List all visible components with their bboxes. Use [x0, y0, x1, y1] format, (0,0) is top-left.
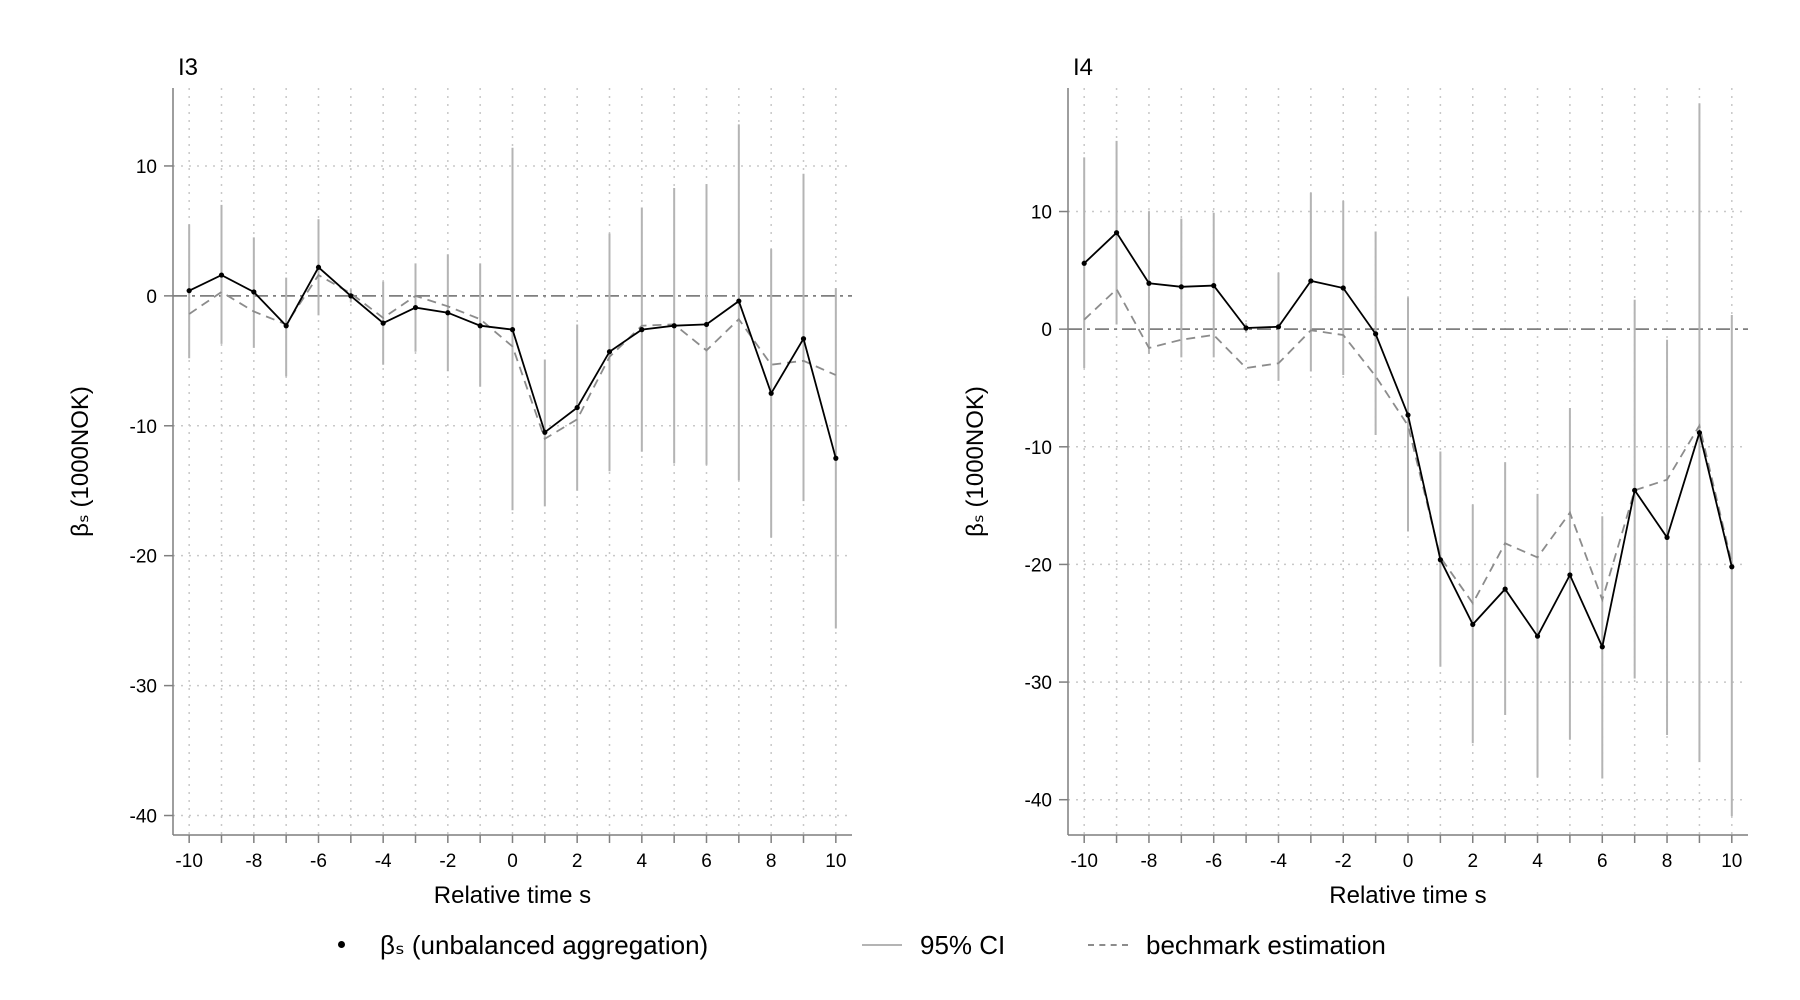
- estimate-point: [380, 320, 386, 326]
- x-tick-label: -10: [175, 851, 202, 872]
- x-tick-label: 2: [572, 851, 583, 872]
- estimate-point: [639, 327, 645, 333]
- x-tick-label: -2: [1335, 851, 1352, 872]
- legend-item-estimate: βₛ (unbalanced aggregation): [322, 920, 708, 970]
- estimate-point: [1567, 572, 1573, 578]
- estimate-point: [1308, 278, 1314, 284]
- x-tick-label: 6: [701, 851, 712, 872]
- panel-title: I4: [1073, 54, 1093, 81]
- estimate-point: [445, 310, 451, 316]
- estimate-point: [800, 336, 807, 342]
- x-tick-label: -8: [245, 851, 262, 872]
- panel-title: I3: [178, 54, 198, 81]
- estimate-point: [1405, 412, 1411, 418]
- estimate-point: [736, 298, 742, 304]
- estimate-point: [218, 272, 225, 278]
- legend-dot-icon: [322, 920, 362, 970]
- estimate-point: [348, 293, 354, 299]
- estimate-point: [1146, 280, 1152, 286]
- x-tick-label: 4: [637, 851, 648, 872]
- x-tick-label: -6: [310, 851, 327, 872]
- legend-label-ci: 95% CI: [920, 929, 1006, 960]
- x-tick-label: -4: [1270, 851, 1287, 872]
- estimate-point: [1729, 564, 1735, 570]
- y-axis-label: βₛ (1000NOK): [67, 386, 94, 537]
- x-tick-label: -10: [1070, 851, 1097, 872]
- benchmark-series-line: [1083, 287, 1733, 606]
- x-axis-label: Relative time s: [434, 882, 591, 909]
- estimate-point: [477, 323, 483, 329]
- estimate-point: [186, 288, 192, 294]
- x-tick-label: -4: [375, 851, 392, 872]
- estimate-point: [1470, 621, 1476, 628]
- x-tick-label: 4: [1532, 851, 1543, 872]
- estimate-point: [703, 321, 710, 328]
- estimate-point: [606, 349, 613, 355]
- legend-ci-line-icon: [862, 920, 902, 970]
- estimate-point: [1178, 284, 1184, 290]
- legend-label-benchmark: bechmark estimation: [1146, 929, 1386, 960]
- x-tick-label: 8: [1662, 851, 1673, 872]
- estimate-point: [1502, 586, 1508, 592]
- estimate-point: [1243, 325, 1249, 331]
- estimate-point: [1081, 260, 1087, 266]
- y-tick-label: -30: [130, 677, 157, 698]
- estimate-point: [1275, 324, 1282, 330]
- x-tick-label: 2: [1467, 851, 1478, 872]
- y-tick-label: -10: [130, 417, 157, 438]
- legend-item-ci: 95% CI: [862, 920, 1005, 970]
- estimate-point: [1664, 534, 1670, 540]
- x-tick-label: 0: [1403, 851, 1414, 872]
- estimate-point: [1632, 487, 1638, 493]
- x-tick-label: 0: [507, 851, 518, 872]
- estimate-point: [1599, 644, 1605, 650]
- estimate-point: [1534, 633, 1541, 639]
- legend-dashed-line-icon: [1088, 920, 1128, 970]
- estimate-point: [833, 455, 839, 461]
- x-tick-label: 10: [1721, 851, 1742, 872]
- estimate-point: [1113, 230, 1120, 236]
- y-axis-label: βₛ (1000NOK): [962, 386, 989, 537]
- estimate-point: [1373, 331, 1379, 337]
- legend-item-benchmark: bechmark estimation: [1088, 920, 1386, 970]
- estimate-point: [1696, 430, 1703, 436]
- legend: βₛ (unbalanced aggregation) 95% CI bechm…: [0, 920, 1800, 970]
- estimate-point: [574, 404, 580, 411]
- x-tick-label: -6: [1205, 851, 1222, 872]
- estimate-point: [671, 323, 677, 329]
- y-tick-label: 0: [1041, 320, 1052, 341]
- legend-label-estimate: βₛ (unbalanced aggregation): [380, 929, 709, 960]
- y-tick-label: 10: [136, 157, 157, 178]
- estimate-point: [251, 289, 257, 295]
- x-axis-label: Relative time s: [1329, 882, 1486, 909]
- x-tick-label: -2: [439, 851, 456, 872]
- y-tick-label: -20: [1025, 555, 1052, 576]
- y-tick-label: -20: [130, 547, 157, 568]
- x-tick-label: 8: [766, 851, 777, 872]
- estimate-point: [1437, 557, 1443, 563]
- x-tick-label: -8: [1140, 851, 1157, 872]
- x-tick-label: 6: [1597, 851, 1608, 872]
- y-tick-label: -10: [1025, 438, 1052, 459]
- estimate-point: [315, 264, 322, 270]
- estimate-point: [509, 327, 516, 333]
- estimate-point: [412, 304, 419, 311]
- y-tick-label: 10: [1031, 203, 1052, 224]
- estimate-point: [542, 429, 548, 435]
- estimate-point: [768, 390, 774, 396]
- y-tick-label: 0: [146, 287, 157, 308]
- y-tick-label: -30: [1025, 673, 1052, 694]
- x-tick-label: 10: [825, 851, 846, 872]
- estimate-point: [283, 323, 289, 329]
- estimate-point: [1340, 285, 1346, 291]
- y-tick-label: -40: [1025, 791, 1052, 812]
- estimate-point: [1211, 283, 1217, 289]
- benchmark-series-line: [188, 273, 837, 441]
- y-tick-label: -40: [130, 807, 157, 828]
